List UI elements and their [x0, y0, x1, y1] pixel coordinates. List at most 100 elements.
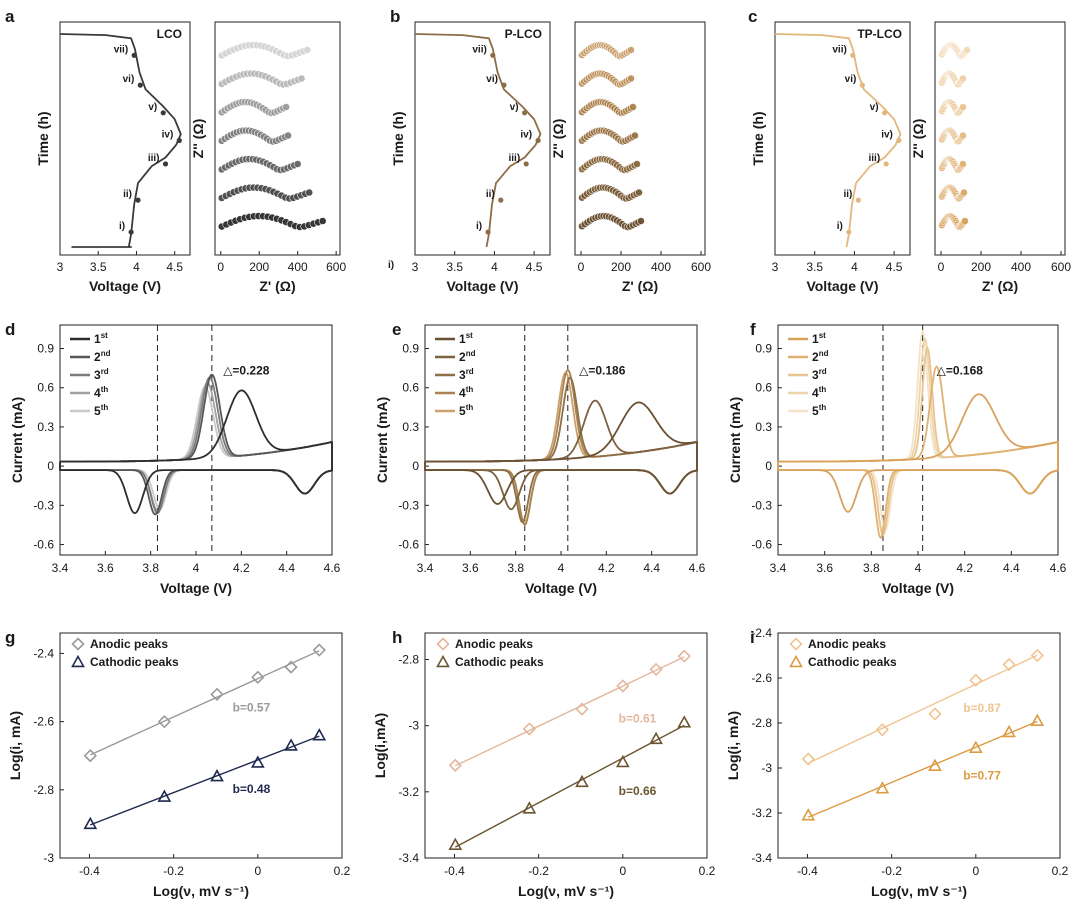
marker-diamond — [649, 662, 663, 677]
eis-point — [959, 131, 967, 140]
y-axis-label: Time (h) — [35, 111, 51, 165]
stage-label: vii) — [472, 44, 486, 55]
marker-triangle — [928, 758, 942, 771]
x-tick-label: 4.4 — [643, 561, 660, 575]
x-tick-label: 4 — [558, 561, 565, 575]
eis-point — [627, 74, 635, 83]
y-tick-label: -0.6 — [398, 538, 419, 552]
marker-diamond — [436, 637, 450, 651]
x-tick-label: 4.6 — [324, 561, 341, 575]
marker-diamond — [789, 637, 803, 651]
stage-marker — [135, 197, 141, 203]
eis-point — [293, 160, 302, 168]
x-tick-label: 200 — [249, 260, 269, 274]
y-axis-label: Current (mA) — [374, 397, 390, 483]
panel-letter-i: i — [750, 628, 755, 647]
x-tick-label: 3 — [57, 260, 64, 274]
voltage-curve-c — [774, 33, 902, 248]
x-tick-label: 4 — [133, 260, 140, 274]
stage-label: iv) — [881, 130, 893, 141]
x-axis-label: Log(ν, mV s⁻¹) — [518, 883, 614, 899]
y-tick-label: -2.4 — [33, 646, 54, 660]
x-tick-label: 3.5 — [806, 260, 823, 274]
x-axis-label: Log(ν, mV s⁻¹) — [871, 883, 967, 899]
log-frame-h — [424, 632, 708, 859]
x-tick-label: 4.4 — [278, 561, 295, 575]
stage-marker — [846, 229, 852, 235]
x-tick-label: 400 — [288, 260, 308, 274]
eis-point — [629, 103, 637, 111]
marker-triangle — [789, 654, 803, 668]
stage-label: iii) — [148, 153, 160, 164]
panel-letter-d: d — [5, 320, 15, 339]
y-tick-label: -0.6 — [751, 538, 772, 552]
marker-diamond — [251, 670, 265, 684]
b-value-annotation: b=0.66 — [619, 784, 657, 798]
panel-title: P-LCO — [505, 27, 542, 41]
stage-label: iv) — [520, 130, 532, 141]
cv-cycle-curve — [777, 393, 1059, 513]
fit-line — [808, 654, 1038, 764]
marker-diamond — [83, 749, 97, 763]
eis-point — [633, 160, 641, 168]
stage-label: i) — [837, 221, 843, 232]
stage-label: vi) — [123, 74, 135, 85]
marker-triangle — [312, 728, 327, 741]
x-tick-label: 0.2 — [334, 864, 351, 878]
marker-diamond — [210, 687, 224, 701]
x-tick-label: 3.8 — [142, 561, 159, 575]
marker-diamond — [157, 715, 172, 729]
eis-point — [960, 188, 968, 197]
legend-entry: 5th — [94, 403, 108, 418]
legend-entry: 1st — [94, 331, 108, 346]
y-tick-label: -3.2 — [751, 806, 772, 820]
eis-point — [961, 217, 969, 225]
legend-entry: 3rd — [94, 367, 109, 382]
panel-letter-g: g — [5, 628, 15, 647]
x-tick-label: 4.4 — [1003, 561, 1020, 575]
fit-line — [454, 724, 685, 848]
stage-marker — [881, 110, 888, 116]
stage-label: iv) — [162, 130, 174, 141]
voltage-curve-b — [414, 33, 542, 248]
x-tick-label: 3.8 — [507, 561, 524, 575]
x-axis-label: Voltage (V) — [806, 278, 878, 294]
x-tick-label: 3.5 — [90, 260, 107, 274]
eis-point — [963, 46, 971, 54]
stage-marker — [859, 82, 865, 88]
y-tick-label: 0.3 — [402, 420, 419, 434]
x-tick-label: 4.2 — [956, 561, 973, 575]
x-axis-label: Voltage (V) — [446, 278, 518, 294]
stage-label: ii) — [843, 189, 852, 200]
panel-letter-e: e — [392, 320, 401, 339]
stage-marker — [176, 137, 182, 144]
y-tick-label: 0.9 — [402, 342, 419, 356]
x-tick-label: 0.2 — [1052, 864, 1069, 878]
marker-diamond — [312, 643, 326, 657]
fit-line — [455, 656, 685, 767]
y-tick-label: -2.4 — [751, 626, 772, 640]
marker-diamond — [1002, 657, 1016, 672]
x-tick-label: 0 — [619, 864, 626, 878]
legend-entry: Cathodic peaks — [808, 655, 897, 669]
legend-entry: 5th — [459, 403, 473, 418]
y-axis-label: Log(i, mA) — [725, 711, 741, 780]
x-axis-label: Z' (Ω) — [622, 278, 658, 294]
marker-diamond — [875, 723, 890, 737]
x-axis-label: Z' (Ω) — [982, 278, 1018, 294]
eis-point — [631, 131, 639, 140]
cv-cycle-curve — [59, 389, 333, 515]
y-tick-label: 0.9 — [755, 342, 772, 356]
x-tick-label: 600 — [326, 260, 346, 274]
stage-marker — [523, 161, 529, 167]
x-tick-label: -0.2 — [528, 864, 549, 878]
y-tick-label: 0 — [412, 459, 419, 473]
marker-diamond — [448, 758, 462, 772]
legend-entry: 2nd — [94, 349, 111, 364]
marker-triangle — [649, 731, 663, 745]
stage-marker — [535, 137, 541, 144]
y-tick-label: -3 — [43, 851, 54, 865]
eis-point — [282, 103, 291, 111]
x-tick-label: -0.4 — [79, 864, 100, 878]
legend-entry: Cathodic peaks — [90, 655, 179, 669]
